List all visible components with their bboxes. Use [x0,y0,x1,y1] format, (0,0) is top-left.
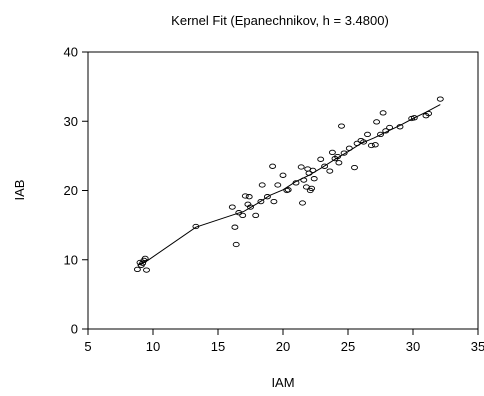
x-tick-label: 5 [84,339,91,354]
data-point [192,223,200,230]
data-point [292,180,300,186]
x-axis-ticks: 5 10 15 20 25 30 35 [84,329,484,354]
data-point [377,131,384,138]
data-point [308,185,316,192]
chart-title: Kernel Fit (Epanechnikov, h = 3.4800) [171,13,389,28]
data-point [133,266,141,273]
data-point [340,150,348,156]
data-point [335,160,343,166]
data-point [353,140,361,147]
data-point [345,145,353,151]
data-points [133,96,444,273]
data-point [334,153,342,160]
data-point [305,170,313,176]
data-point [364,131,371,138]
data-point [338,123,345,129]
data-point [436,96,444,102]
data-point [136,259,144,266]
data-point [258,182,266,188]
data-point [360,139,368,145]
data-point [317,156,325,162]
data-point [321,163,329,169]
x-tick-label: 35 [471,339,484,354]
data-point [425,110,433,117]
y-tick-label: 30 [64,114,78,129]
data-point [326,168,334,174]
data-point [410,115,418,121]
y-axis-label: IAB [12,180,27,201]
data-point [252,212,260,219]
x-axis-label: IAM [271,375,294,390]
x-tick-label: 15 [211,339,225,354]
data-point [300,177,308,183]
data-point [371,142,379,148]
data-point [263,194,271,200]
y-tick-label: 40 [64,45,78,60]
x-tick-label: 10 [146,339,160,354]
data-point [386,124,394,131]
data-point [247,204,254,210]
data-point [351,164,358,171]
data-point [228,204,236,210]
data-point [239,212,247,219]
x-tick-label: 20 [276,339,290,354]
data-point [270,198,278,205]
data-point [396,124,404,130]
y-tick-label: 20 [64,183,78,198]
kernel-fit-line [137,104,441,266]
data-point [143,267,150,273]
data-point [274,182,282,188]
data-point [283,187,291,194]
data-point [328,149,336,156]
data-point [231,224,239,230]
data-point [309,167,317,174]
data-point [232,241,240,248]
data-point [310,176,318,182]
x-tick-label: 25 [341,339,355,354]
data-point [382,128,390,134]
data-point [284,187,292,193]
data-point [141,255,149,262]
data-point [241,193,249,199]
data-point [245,194,253,200]
data-point [269,163,277,169]
y-tick-label: 0 [71,322,78,337]
y-axis-ticks: 0 10 20 30 40 [64,45,88,337]
data-point [299,200,306,206]
data-point [367,142,375,149]
plot-frame [87,51,479,330]
data-point [257,198,265,205]
data-point [279,172,287,178]
data-point [373,119,381,125]
data-point [379,110,387,116]
y-tick-label: 10 [64,252,78,267]
data-point [297,164,305,170]
x-tick-label: 30 [406,339,420,354]
data-point [235,210,243,216]
